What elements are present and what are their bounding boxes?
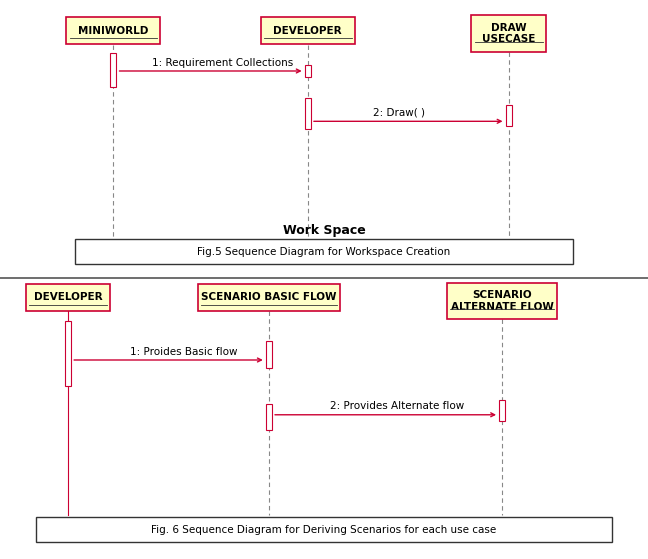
Bar [65,321,71,386]
Bar [26,284,110,311]
Text: 2: Draw( ): 2: Draw( ) [373,108,424,118]
Bar [505,38,512,49]
Text: DRAW
USECASE: DRAW USECASE [482,23,535,44]
Bar [266,404,272,430]
Text: Fig.5 Sequence Diagram for Workspace Creation: Fig.5 Sequence Diagram for Workspace Cre… [198,247,450,257]
Bar [198,284,340,311]
Bar [499,400,505,421]
Bar [472,16,546,52]
Text: Fig. 6 Sequence Diagram for Deriving Scenarios for each use case: Fig. 6 Sequence Diagram for Deriving Sce… [152,525,496,535]
Bar [110,53,117,87]
Text: SCENARIO
ALTERNATE FLOW: SCENARIO ALTERNATE FLOW [451,290,553,311]
Text: DEVELOPER: DEVELOPER [34,292,102,302]
Bar [66,17,160,44]
Text: Work Space: Work Space [283,224,365,238]
Text: 2: Provides Alternate flow: 2: Provides Alternate flow [330,401,465,411]
Text: SCENARIO BASIC FLOW: SCENARIO BASIC FLOW [201,292,337,302]
Text: MINIWORLD: MINIWORLD [78,26,148,36]
Bar [305,98,310,129]
Bar [499,301,505,313]
Bar [447,283,557,319]
Bar [505,105,512,126]
Bar [260,17,354,44]
Bar [266,341,272,368]
Text: 1: Requirement Collections: 1: Requirement Collections [152,58,294,68]
Bar [36,517,612,542]
Text: DEVELOPER: DEVELOPER [273,26,342,36]
Bar [75,239,573,264]
Bar [305,65,310,77]
Text: 1: Proides Basic flow: 1: Proides Basic flow [130,347,237,357]
